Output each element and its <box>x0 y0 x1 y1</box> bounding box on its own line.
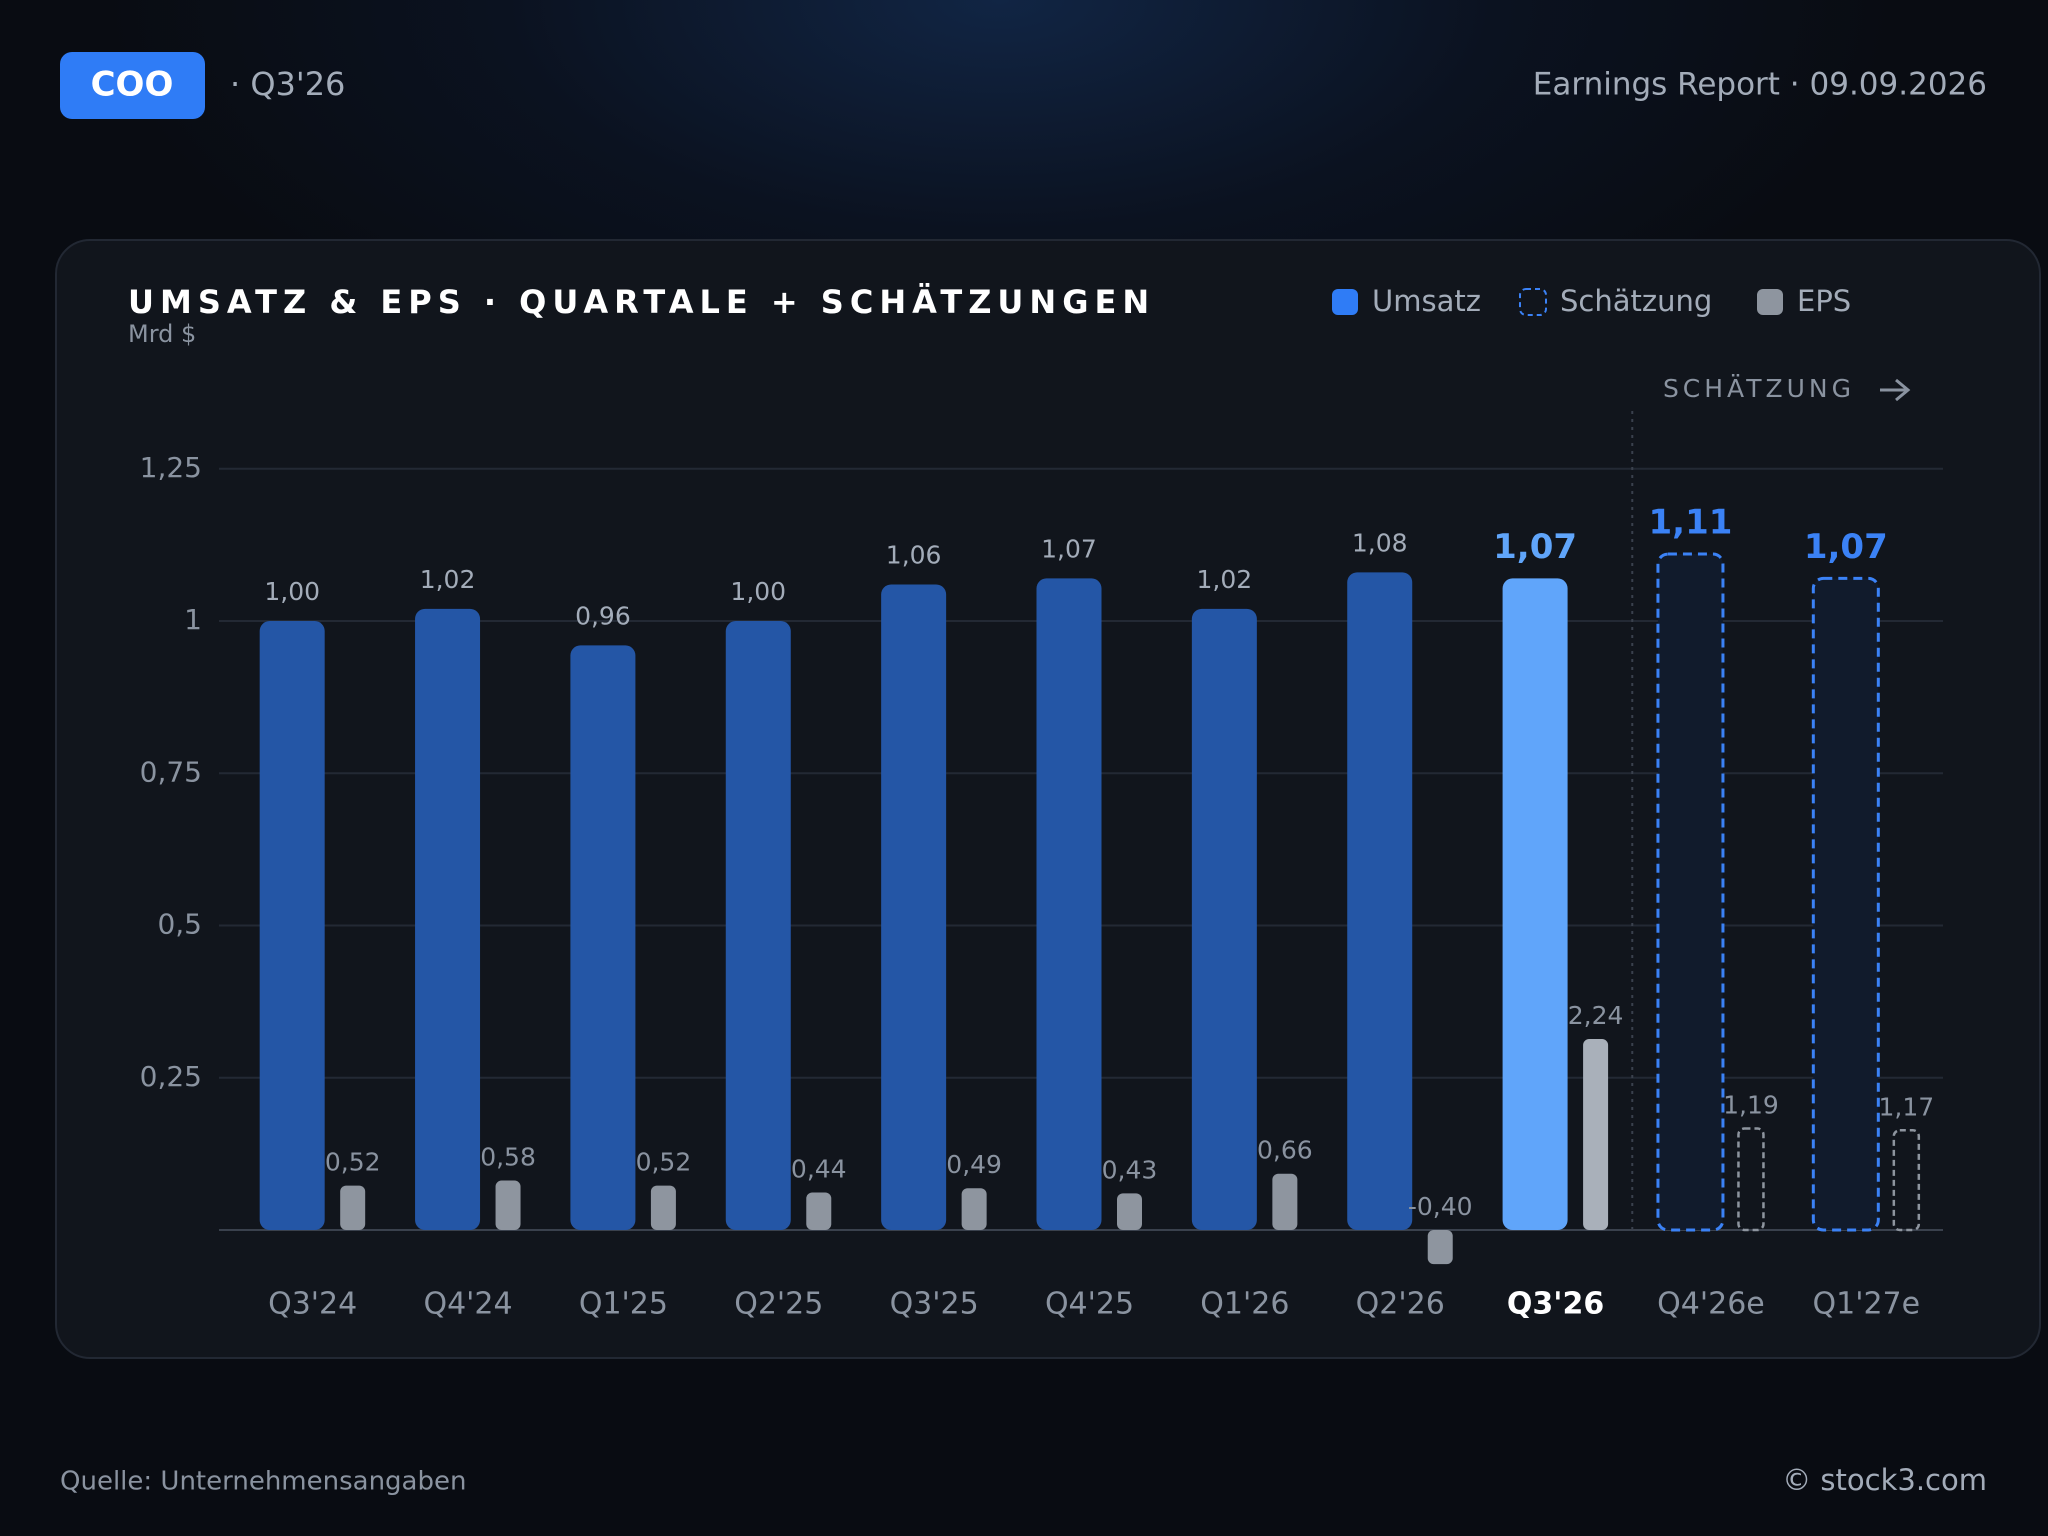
eps-label: 1,17 <box>1878 1092 1934 1121</box>
x-tick-label: Q1'26 <box>1200 1287 1289 1322</box>
eps-label: 0,44 <box>791 1154 847 1183</box>
eps-label: 0,43 <box>1102 1155 1158 1184</box>
legend-swatch <box>1332 289 1358 315</box>
x-tick-label: Q1'25 <box>579 1287 668 1322</box>
chart-title: UMSATZ & EPS · QUARTALE + SCHÄTZUNGEN <box>128 283 1155 321</box>
legend-label: EPS <box>1797 284 1851 318</box>
value-label: 1,02 <box>1197 565 1253 594</box>
eps-label: 0,52 <box>325 1148 381 1177</box>
eps-label: 0,49 <box>946 1150 1002 1179</box>
x-tick-label: Q2'26 <box>1356 1287 1445 1322</box>
value-label: 1,07 <box>1804 527 1888 567</box>
eps-label: -0,40 <box>1408 1192 1473 1221</box>
x-tick-label: Q4'24 <box>423 1287 512 1322</box>
x-tick-label: Q3'26 <box>1507 1287 1604 1322</box>
value-label: 1,07 <box>1041 534 1097 563</box>
y-tick-label: 0,5 <box>157 908 202 941</box>
source: Quelle: Unternehmensangaben <box>60 1467 466 1497</box>
value-label: 1,07 <box>1493 527 1577 567</box>
eps-label: 0,58 <box>480 1143 536 1172</box>
revenue-bar <box>1191 608 1257 1230</box>
value-label: 1,00 <box>730 577 786 606</box>
revenue-bar <box>1347 572 1413 1230</box>
eps-label: 1,19 <box>1723 1091 1779 1120</box>
x-tick-label: Q2'25 <box>734 1287 823 1322</box>
credit: © stock3.com <box>1782 1463 1987 1497</box>
value-label: 1,02 <box>420 565 476 594</box>
legend-label: Umsatz <box>1372 284 1481 318</box>
y-tick-label: 0,25 <box>140 1060 202 1093</box>
x-tick-label: Q3'25 <box>890 1287 979 1322</box>
value-label: 0,96 <box>575 601 631 630</box>
value-label: 1,00 <box>264 577 320 606</box>
eps-bar <box>1427 1230 1453 1265</box>
eps-bar <box>495 1180 521 1230</box>
y-tick-label: 0,75 <box>140 755 202 788</box>
eps-label: 2,24 <box>1568 1001 1624 1030</box>
eps-bar <box>1117 1193 1142 1230</box>
x-tick-label: Q4'26e <box>1657 1287 1765 1322</box>
eps-bar <box>961 1188 987 1230</box>
y-tick-label: 1 <box>184 603 202 636</box>
value-label: 1,08 <box>1352 528 1408 557</box>
revenue-bar <box>570 645 636 1230</box>
x-tick-label: Q1'27e <box>1813 1287 1921 1322</box>
eps-label: 0,66 <box>1257 1136 1313 1165</box>
eps-bar <box>1892 1129 1921 1232</box>
estimate-annotation: SCHÄTZUNG <box>1663 374 1855 403</box>
estimate-bar <box>1811 576 1880 1232</box>
legend-swatch <box>1519 288 1547 316</box>
revenue-bar <box>259 621 325 1230</box>
eps-bar <box>340 1185 366 1230</box>
arrow <box>1880 378 1911 402</box>
report-date: Earnings Report · 09.09.2026 <box>1533 67 1987 103</box>
quarter: · Q3'26 <box>230 65 345 103</box>
value-label: 1,11 <box>1649 503 1733 543</box>
eps-bar <box>1583 1039 1609 1230</box>
eps-bar <box>1272 1173 1298 1230</box>
revenue-bar <box>1036 578 1102 1230</box>
revenue-bar <box>725 621 791 1230</box>
legend-swatch <box>1757 289 1783 315</box>
ticker-badge <box>60 52 205 119</box>
legend-label: Schätzung <box>1560 284 1712 318</box>
revenue-bar <box>881 584 947 1230</box>
x-tick-label: Q4'25 <box>1045 1287 1134 1322</box>
x-tick-label: Q3'24 <box>268 1287 357 1322</box>
y-tick-label: 1,25 <box>140 451 202 484</box>
value-label: 1,06 <box>886 541 942 570</box>
ticker: COO <box>91 65 174 105</box>
eps-bar <box>650 1185 676 1230</box>
revenue-bar <box>415 608 481 1230</box>
eps-label: 0,52 <box>636 1148 692 1177</box>
estimate-bar <box>1656 552 1725 1232</box>
chart-subtitle: Mrd $ <box>128 320 196 348</box>
eps-bar <box>806 1192 832 1230</box>
revenue-bar <box>1502 578 1568 1230</box>
